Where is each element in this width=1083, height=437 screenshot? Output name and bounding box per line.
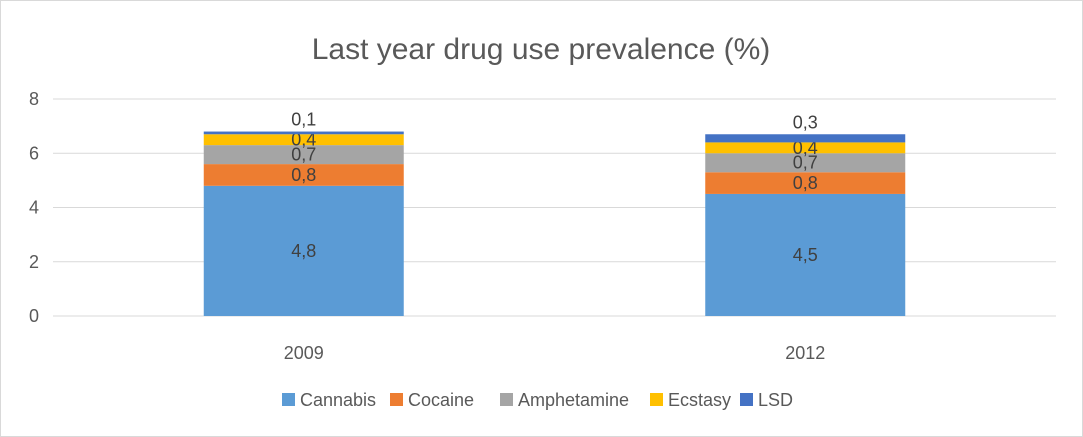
data-label: 0,7 bbox=[793, 153, 818, 173]
bar-segment-amphetamine bbox=[203, 145, 404, 165]
legend-label: Ecstasy bbox=[668, 390, 731, 410]
x-axis: 2009 2012 bbox=[284, 343, 826, 363]
chart-title: Last year drug use prevalence (%) bbox=[312, 33, 771, 66]
bar-segment-ecstasy bbox=[203, 134, 404, 146]
bar-segment-lsd bbox=[203, 131, 404, 135]
data-label: 0,8 bbox=[291, 165, 316, 185]
bar-segment-ecstasy bbox=[705, 142, 906, 154]
data-label: 0,4 bbox=[793, 138, 818, 158]
data-label: 4,8 bbox=[291, 241, 316, 261]
legend-swatch bbox=[500, 393, 513, 406]
data-label: 0,4 bbox=[291, 130, 316, 150]
y-tick-label: 6 bbox=[29, 143, 39, 163]
legend-label: Cannabis bbox=[300, 390, 376, 410]
data-label: 0,1 bbox=[291, 110, 316, 130]
bars: 4,80,80,70,40,14,50,80,70,40,3 bbox=[203, 110, 906, 316]
bar-segment-lsd bbox=[705, 134, 906, 143]
data-label: 0,7 bbox=[291, 145, 316, 165]
x-tick-label: 2012 bbox=[785, 343, 825, 363]
bar-segment-cocaine bbox=[705, 172, 906, 194]
legend-swatch bbox=[282, 393, 295, 406]
y-axis: 0 2 4 6 8 bbox=[29, 89, 39, 326]
gridlines bbox=[53, 98, 1056, 317]
data-label: 4,5 bbox=[793, 245, 818, 265]
y-tick-label: 0 bbox=[29, 306, 39, 326]
data-label: 0,8 bbox=[793, 173, 818, 193]
y-tick-label: 8 bbox=[29, 89, 39, 109]
y-tick-label: 4 bbox=[29, 198, 39, 218]
legend-label: Cocaine bbox=[408, 390, 474, 410]
x-tick-label: 2009 bbox=[284, 343, 324, 363]
data-label: 0,3 bbox=[793, 112, 818, 132]
bar-segment-amphetamine bbox=[705, 153, 906, 173]
legend-label: Amphetamine bbox=[518, 390, 629, 410]
bar-segment-cocaine bbox=[203, 164, 404, 186]
y-tick-label: 2 bbox=[29, 252, 39, 272]
legend-swatch bbox=[390, 393, 403, 406]
legend-label: LSD bbox=[758, 390, 793, 410]
legend-swatch bbox=[740, 393, 753, 406]
bar-segment-cannabis bbox=[705, 193, 906, 316]
bar-segment-cannabis bbox=[203, 185, 404, 316]
legend-swatch bbox=[650, 393, 663, 406]
legend: Cannabis Cocaine Amphetamine Ecstasy LSD bbox=[282, 390, 793, 410]
